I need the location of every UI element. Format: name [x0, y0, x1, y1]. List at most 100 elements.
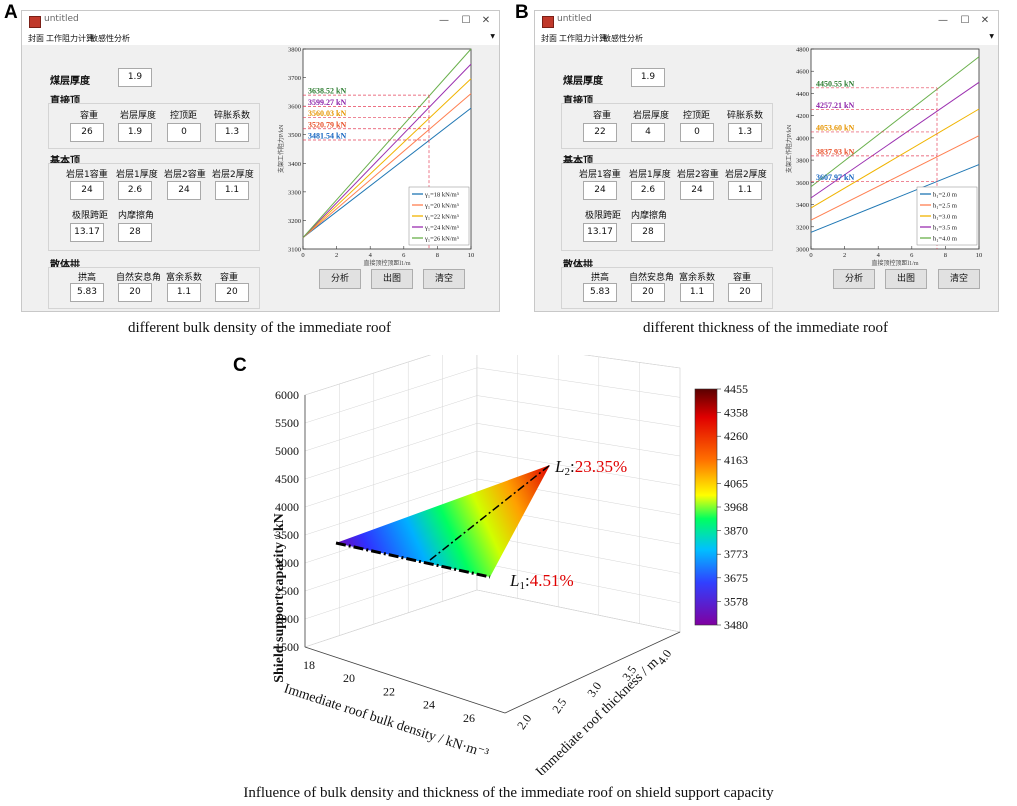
- z-tick-label: 2500: [275, 584, 299, 598]
- series-line-5: [810, 56, 980, 188]
- analyze-button[interactable]: 分析: [833, 269, 875, 289]
- colorbar-tick-label: 3578: [724, 594, 748, 608]
- arch-header-3: 富余系数: [166, 273, 203, 283]
- ir-thickness-input[interactable]: 1.9: [118, 123, 152, 142]
- y-tick-label: 4600: [796, 69, 809, 76]
- colorbar-tick-label: 4358: [724, 406, 748, 420]
- colorbar-tick-label: 3480: [724, 618, 748, 630]
- ir-density-input[interactable]: 26: [70, 123, 104, 142]
- z-tick-label: 1500: [275, 640, 299, 654]
- z-tick-label: 4500: [275, 472, 299, 486]
- immediate-roof-title: 直接顶: [50, 96, 80, 107]
- arch-value-1[interactable]: 5.83: [70, 283, 104, 302]
- mr-value-3[interactable]: 24: [167, 181, 201, 200]
- y-tick-label: 4000: [796, 135, 809, 142]
- x-tick-label: 24: [423, 698, 435, 712]
- plot-button[interactable]: 出图: [371, 269, 413, 289]
- maximize-icon[interactable]: ☐: [461, 15, 471, 26]
- ir-bulking-input[interactable]: 1.3: [215, 123, 249, 142]
- ir-header-density: 容重: [80, 111, 99, 121]
- close-icon[interactable]: ✕: [980, 15, 990, 26]
- menu-item-cover[interactable]: 封面: [541, 34, 557, 43]
- ir-thickness-input[interactable]: 4: [631, 123, 665, 142]
- toolbar-arrow-icon[interactable]: ▼: [490, 33, 495, 40]
- series-line-2: [810, 135, 980, 221]
- toolbar-arrow-icon[interactable]: ▼: [989, 33, 994, 40]
- arch-value-3[interactable]: 1.1: [167, 283, 201, 302]
- clear-button[interactable]: 清空: [938, 269, 980, 289]
- arch-value-1[interactable]: 5.83: [583, 283, 617, 302]
- annotation-label-1: 4450.55 kN: [816, 79, 854, 88]
- arch-value-4[interactable]: 20: [728, 283, 762, 302]
- mr-span-input[interactable]: 13.17: [583, 223, 617, 242]
- colorbar-bar: [694, 388, 718, 626]
- arch-value-4[interactable]: 20: [215, 283, 249, 302]
- label-l2: L2:23.35%: [554, 457, 627, 478]
- mr-value-3[interactable]: 24: [680, 181, 714, 200]
- surface-chart-c: 1500 2000 2500 3000 3500 4000 4500 5000 5500 6000…: [272, 355, 681, 775]
- mr-span-input[interactable]: 13.17: [70, 223, 104, 242]
- line-chart-b: 3000 3200 3400 3600 3800 4000 4200 4400 4600 4800…: [785, 47, 982, 268]
- z-tick-label: 3500: [275, 528, 299, 542]
- app-window-a: untitled — ☐ ✕ 封面 工作阻力计算 敏感性分析 ▼ 煤层厚度 1.…: [21, 10, 500, 312]
- x-tick-label: 2: [843, 252, 846, 259]
- y-axis-label: 支架工作阻力P/kN: [277, 124, 285, 173]
- mr-value-2[interactable]: 2.6: [631, 181, 665, 200]
- coal-thickness-input[interactable]: 1.9: [631, 68, 665, 87]
- menu-item-sensitivity[interactable]: 敏感性分析: [90, 34, 130, 43]
- arch-header-1: 拱高: [78, 273, 97, 283]
- series-line-4: [302, 63, 472, 238]
- mr-value-4[interactable]: 1.1: [215, 181, 249, 200]
- x-tick-label: 6: [910, 252, 914, 259]
- legend-entry-5: γ₁=26 kN/m³: [424, 236, 459, 243]
- label-l1-value: 4.51%: [530, 571, 574, 590]
- arch-header-4: 容重: [220, 273, 239, 283]
- legend-entry-1: γ₁=18 kN/m³: [424, 192, 459, 199]
- x-tick-label: 2: [335, 252, 338, 259]
- arch-value-2[interactable]: 20: [118, 283, 152, 302]
- arch-value-2[interactable]: 20: [631, 283, 665, 302]
- x-tick-label: 4: [369, 252, 373, 259]
- arch-value-3[interactable]: 1.1: [680, 283, 714, 302]
- colorbar-tick-label: 3675: [724, 571, 748, 585]
- y-tick-label: 2.5: [549, 695, 569, 715]
- response-surface: [336, 465, 550, 577]
- menu-item-cover[interactable]: 封面: [28, 34, 44, 43]
- annotation-label-1: 3638.52 kN: [308, 87, 346, 96]
- mr-value-1[interactable]: 24: [70, 181, 104, 200]
- mr-value-1[interactable]: 24: [583, 181, 617, 200]
- ir-header-bulking: 碎胀系数: [727, 111, 764, 121]
- analyze-button[interactable]: 分析: [319, 269, 361, 289]
- annotation-label-3: 4053.60 kN: [816, 123, 854, 132]
- mr-value-4[interactable]: 1.1: [728, 181, 762, 200]
- menu-item-resistance[interactable]: 工作阻力计算: [559, 34, 607, 43]
- mr-friction-input[interactable]: 28: [631, 223, 665, 242]
- plot-button[interactable]: 出图: [885, 269, 927, 289]
- arch-title: 散体拱: [563, 260, 593, 271]
- mr-header-4: 岩层2厚度: [212, 170, 254, 180]
- ir-control-input[interactable]: 0: [167, 123, 201, 142]
- ir-header-control: 控顶距: [683, 111, 711, 121]
- ir-control-input[interactable]: 0: [680, 123, 714, 142]
- mr-value-2[interactable]: 2.6: [118, 181, 152, 200]
- label-l1-colon: :: [525, 571, 530, 590]
- ir-bulking-input[interactable]: 1.3: [728, 123, 762, 142]
- menu-item-sensitivity[interactable]: 敏感性分析: [603, 34, 643, 43]
- menu-item-resistance[interactable]: 工作阻力计算: [46, 34, 94, 43]
- x-tick-label: 20: [343, 671, 355, 685]
- close-icon[interactable]: ✕: [481, 15, 491, 26]
- y-tick-label: 4400: [796, 91, 809, 98]
- y-tick-label: 3200: [288, 218, 301, 225]
- minimize-icon[interactable]: —: [938, 15, 948, 26]
- y-tick-label: 3.0: [584, 679, 604, 699]
- annotation-label-2: 4257.21 kN: [816, 101, 854, 110]
- minimize-icon[interactable]: —: [439, 15, 449, 26]
- mr-friction-input[interactable]: 28: [118, 223, 152, 242]
- menu-bar: 封面 工作阻力计算 敏感性分析 ▼: [535, 31, 998, 45]
- clear-button[interactable]: 清空: [423, 269, 465, 289]
- annotation-label-4: 3837.93 kN: [816, 147, 854, 156]
- ir-density-input[interactable]: 22: [583, 123, 617, 142]
- maximize-icon[interactable]: ☐: [960, 15, 970, 26]
- legend-entry-3: γ₁=22 kN/m³: [424, 214, 459, 221]
- coal-thickness-input[interactable]: 1.9: [118, 68, 152, 87]
